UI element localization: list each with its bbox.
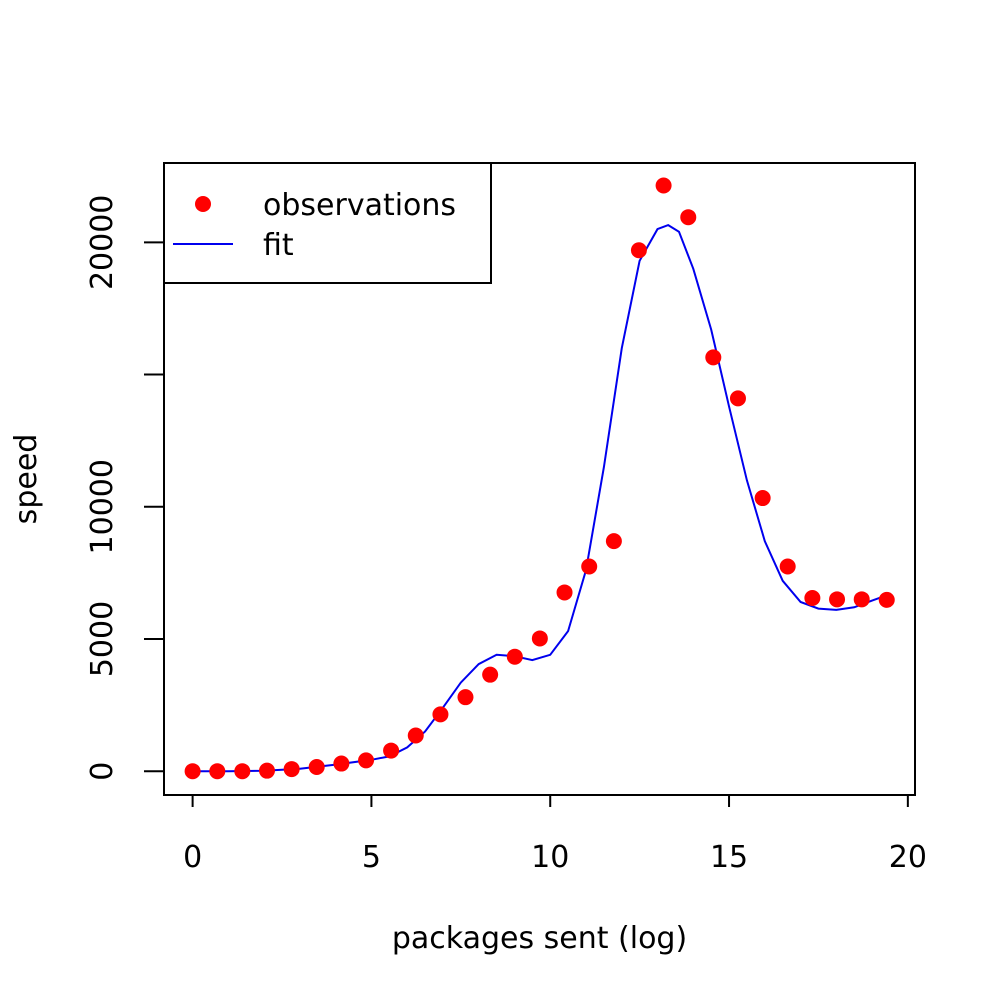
observation-point [234,763,251,780]
observation-point [630,242,647,259]
observation-point [581,558,598,575]
observation-point [779,558,796,575]
x-axis: 0 5 10 15 20 [183,794,927,875]
x-tick-label: 10 [531,840,569,875]
observation-point [878,591,895,608]
observation-point [506,648,523,665]
observation-point [283,761,300,778]
observation-series [184,177,895,780]
observation-point [754,490,771,507]
observation-point [333,755,350,772]
observation-point [829,591,846,608]
observation-point [729,390,746,407]
x-tick-label: 20 [889,840,927,875]
y-tick-label: 0 [85,762,120,781]
observation-point [407,727,424,744]
y-axis-title: speed [9,434,44,525]
legend-fit-label: fit [263,228,294,263]
x-tick-label: 0 [183,840,202,875]
observation-point [358,752,375,769]
plot-frame [163,162,916,796]
fit-line [192,223,887,773]
observation-point [432,706,449,723]
y-tick-label: 20000 [85,195,120,290]
y-tick-label: 5000 [85,601,120,677]
observation-point [705,349,722,366]
legend-box [163,162,492,284]
observation-point [258,762,275,779]
observation-point [556,584,573,601]
observation-point [482,666,499,683]
observation-point [308,758,325,775]
y-axis: 0 5000 10000 20000 [85,195,165,781]
observation-point [383,742,400,759]
observation-point [457,689,474,706]
observation-point [853,591,870,608]
observation-point [531,630,548,647]
x-axis-title: packages sent (log) [392,921,687,956]
legend-observations-marker [195,196,211,212]
legend: observations fit [163,162,492,284]
observation-point [184,763,201,780]
fit-series [192,223,887,773]
observation-point [680,209,697,226]
observation-point [804,589,821,606]
legend-observations-label: observations [263,188,456,223]
y-tick-label: 10000 [85,459,120,554]
x-tick-label: 15 [710,840,748,875]
observation-point [655,177,672,194]
observation-point [605,533,622,550]
observation-point [209,763,226,780]
x-tick-label: 5 [362,840,381,875]
